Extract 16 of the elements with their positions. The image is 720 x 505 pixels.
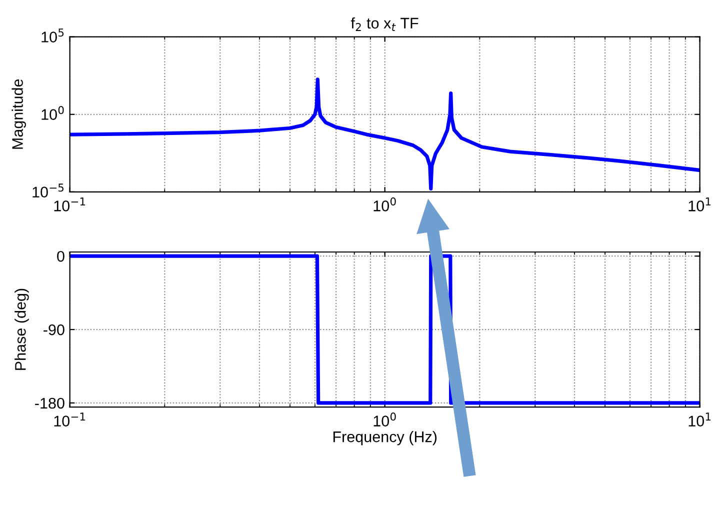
- x-tick-label: 10$^{−1}$: [54, 198, 86, 212]
- y-tick-label: -180: [35, 398, 64, 409]
- x-axis-title: Frequency (Hz): [333, 430, 437, 446]
- y-axis-title: Phase (deg): [14, 288, 29, 370]
- y-tick-label: 10$^{−5}$: [32, 184, 64, 198]
- x-tick-label: 10$^{0}$: [374, 412, 396, 426]
- y-tick-label: 10$^{5}$: [42, 28, 64, 42]
- y-axis-title: Magnitude: [12, 79, 26, 149]
- x-tick-label: 10$^{−1}$: [54, 412, 86, 426]
- chart-title: f$_{2}$ to x$_{t}$ TF: [350, 17, 418, 31]
- y-tick-label: 0: [57, 250, 64, 262]
- x-tick-label: 10$^{1}$: [688, 412, 711, 426]
- x-tick-label: 10$^{0}$: [374, 197, 396, 212]
- y-tick-label: 10$^{0}$: [42, 106, 64, 120]
- y-tick-label: -90: [44, 324, 64, 336]
- x-tick-label: 10$^{1}$: [688, 198, 711, 212]
